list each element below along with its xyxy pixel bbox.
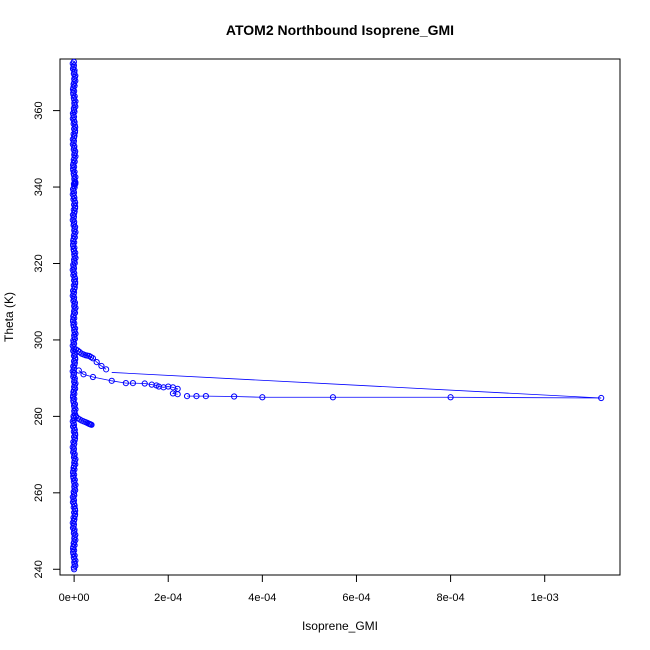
data-point bbox=[72, 180, 79, 188]
data-point bbox=[122, 380, 129, 387]
series-line-long bbox=[111, 372, 602, 399]
y-tick-label: 300 bbox=[33, 331, 45, 349]
y-tick-label: 340 bbox=[33, 178, 45, 196]
data-point bbox=[141, 380, 148, 387]
y-tick-label: 280 bbox=[33, 407, 45, 425]
data-point bbox=[74, 347, 81, 354]
y-tick-label: 360 bbox=[33, 101, 45, 119]
data-point bbox=[108, 377, 115, 384]
data-point bbox=[93, 359, 100, 366]
data-point bbox=[89, 373, 97, 381]
data-point bbox=[231, 393, 238, 400]
data-point bbox=[70, 58, 77, 65]
data-point bbox=[329, 394, 337, 401]
data-point bbox=[75, 367, 82, 374]
series-line-low bbox=[187, 395, 602, 399]
x-tick-label: 1e-03 bbox=[531, 592, 559, 604]
data-point bbox=[80, 371, 87, 378]
data-point bbox=[89, 355, 97, 362]
data-point bbox=[193, 393, 200, 400]
x-tick-label: 8e-04 bbox=[437, 592, 465, 604]
x-axis: 0e+00 2e-04 4e-04 6e-04 8e-04 1e-03 bbox=[59, 574, 559, 604]
x-axis-label: Isoprene_GMI bbox=[302, 619, 378, 633]
data-point bbox=[103, 366, 110, 373]
x-tick-label: 0e+00 bbox=[59, 592, 90, 604]
y-tick-label: 320 bbox=[33, 254, 45, 272]
x-tick-label: 2e-04 bbox=[154, 592, 182, 604]
x-tick-label: 6e-04 bbox=[342, 592, 370, 604]
data-point bbox=[88, 421, 95, 428]
y-axis-label: Theta (K) bbox=[2, 292, 16, 342]
data-point bbox=[174, 391, 181, 398]
data-point bbox=[259, 394, 266, 401]
data-point bbox=[183, 393, 191, 400]
plot-area bbox=[69, 58, 605, 573]
data-point bbox=[447, 394, 454, 401]
y-tick-label: 240 bbox=[33, 560, 45, 578]
y-tick-label: 260 bbox=[33, 484, 45, 502]
x-tick-label: 4e-04 bbox=[248, 592, 276, 604]
y-axis: 240 260 280 300 320 340 360 bbox=[33, 101, 61, 578]
data-point bbox=[202, 393, 209, 400]
chart-title: ATOM2 Northbound Isoprene_GMI bbox=[226, 22, 454, 38]
data-point bbox=[72, 413, 80, 420]
plot-frame bbox=[59, 58, 621, 576]
data-point bbox=[98, 362, 105, 370]
data-point bbox=[129, 380, 137, 387]
